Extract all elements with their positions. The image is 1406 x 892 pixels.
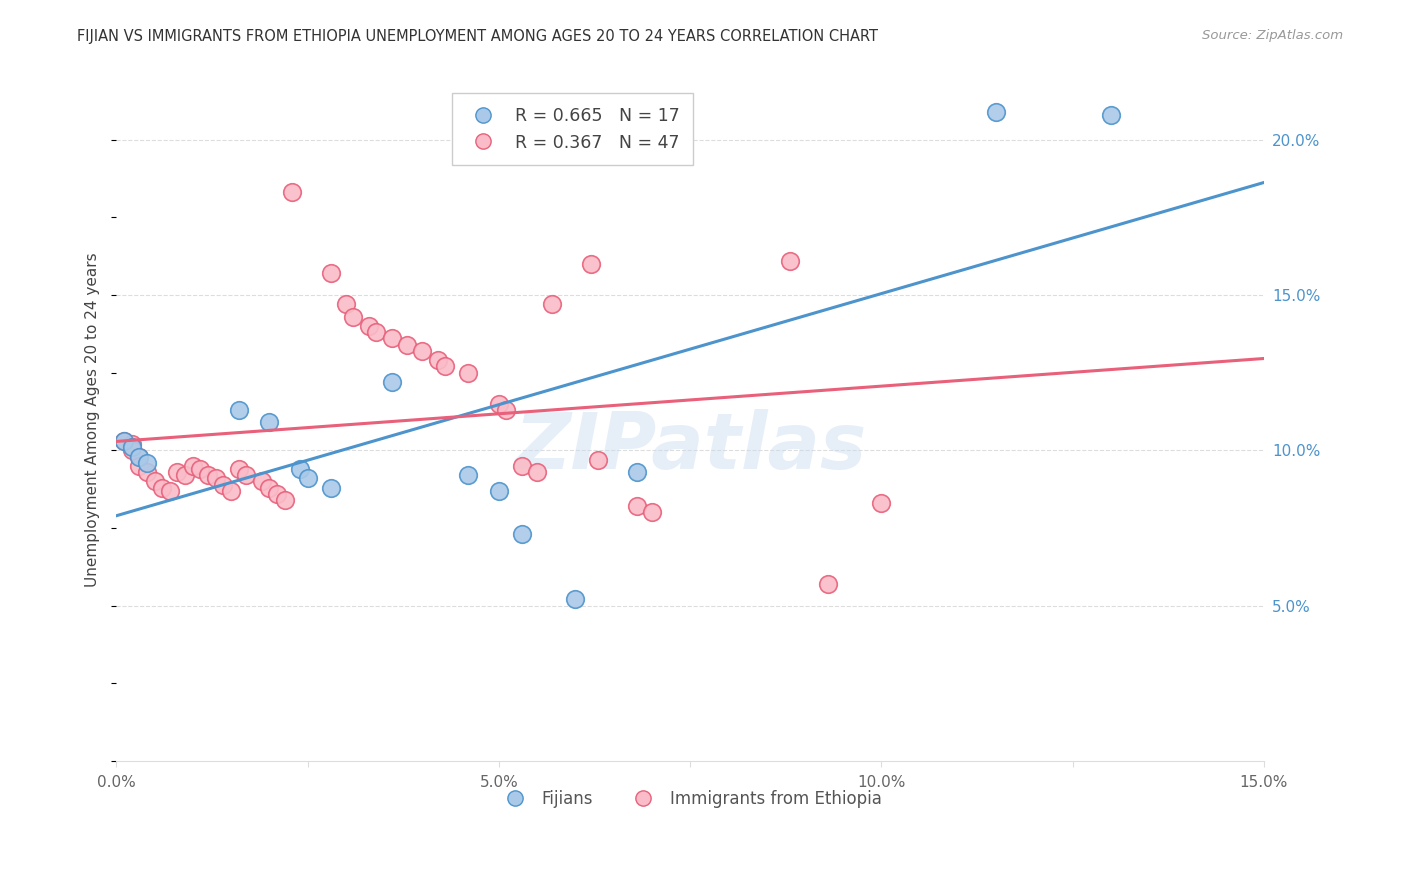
Point	[197, 468, 219, 483]
Point	[779, 253, 801, 268]
Point	[579, 257, 602, 271]
Point	[150, 481, 173, 495]
Point	[181, 458, 204, 473]
Point	[190, 462, 212, 476]
Point	[434, 359, 457, 374]
Point	[121, 440, 143, 454]
Point	[297, 471, 319, 485]
Point	[204, 471, 226, 485]
Point	[319, 481, 342, 495]
Text: ZIPatlas: ZIPatlas	[515, 409, 866, 484]
Point	[259, 416, 281, 430]
Point	[541, 297, 564, 311]
Point	[212, 477, 235, 491]
Point	[135, 456, 157, 470]
Point	[112, 434, 135, 448]
Point	[250, 475, 273, 489]
Text: FIJIAN VS IMMIGRANTS FROM ETHIOPIA UNEMPLOYMENT AMONG AGES 20 TO 24 YEARS CORREL: FIJIAN VS IMMIGRANTS FROM ETHIOPIA UNEMP…	[77, 29, 879, 45]
Y-axis label: Unemployment Among Ages 20 to 24 years: Unemployment Among Ages 20 to 24 years	[86, 252, 100, 587]
Point	[174, 468, 197, 483]
Text: Source: ZipAtlas.com: Source: ZipAtlas.com	[1202, 29, 1343, 43]
Point	[128, 450, 150, 464]
Point	[495, 403, 517, 417]
Point	[626, 500, 648, 514]
Point	[342, 310, 364, 324]
Point	[228, 403, 250, 417]
Point	[411, 343, 433, 358]
Point	[357, 319, 380, 334]
Point	[426, 353, 449, 368]
Point	[121, 437, 143, 451]
Point	[381, 375, 404, 389]
Point	[112, 434, 135, 448]
Point	[641, 506, 664, 520]
Point	[281, 186, 304, 200]
Point	[366, 325, 388, 339]
Point	[121, 443, 143, 458]
Point	[488, 483, 510, 498]
Point	[526, 465, 548, 479]
Point	[135, 465, 157, 479]
Point	[143, 475, 166, 489]
Point	[235, 468, 257, 483]
Point	[564, 592, 586, 607]
Point	[228, 462, 250, 476]
Point	[128, 458, 150, 473]
Point	[381, 331, 404, 345]
Point	[510, 527, 533, 541]
Point	[817, 577, 839, 591]
Point	[457, 468, 479, 483]
Point	[588, 452, 610, 467]
Point	[986, 104, 1008, 119]
Point	[259, 481, 281, 495]
Point	[870, 496, 893, 510]
Point	[335, 297, 357, 311]
Point	[273, 493, 295, 508]
Point	[1099, 108, 1122, 122]
Point	[457, 366, 479, 380]
Point	[128, 450, 150, 464]
Point	[319, 266, 342, 280]
Point	[266, 487, 288, 501]
Point	[219, 483, 242, 498]
Legend: Fijians, Immigrants from Ethiopia: Fijians, Immigrants from Ethiopia	[492, 783, 889, 814]
Point	[288, 462, 311, 476]
Point	[395, 337, 418, 351]
Point	[488, 397, 510, 411]
Point	[159, 483, 181, 498]
Point	[510, 458, 533, 473]
Point	[166, 465, 188, 479]
Point	[626, 465, 648, 479]
